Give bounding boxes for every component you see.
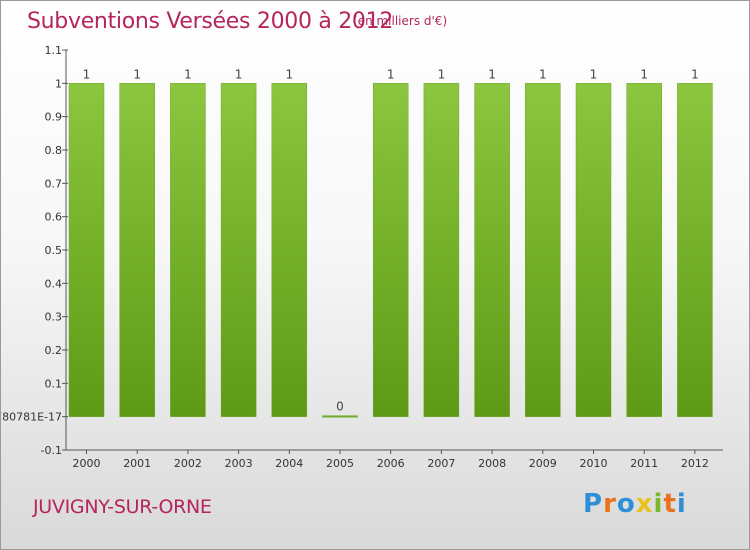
data-label-2004: 1 [285, 67, 293, 81]
data-label-2010: 1 [590, 67, 598, 81]
x-tick-label-2005: 2005 [326, 457, 354, 470]
x-tick-label-2009: 2009 [529, 457, 557, 470]
data-label-2005: 0 [336, 400, 344, 414]
bar-2009[interactable] [525, 83, 561, 417]
bar-2000[interactable] [68, 83, 105, 417]
data-label-2008: 1 [488, 67, 496, 81]
y-tick-label: 1.1 [45, 44, 63, 57]
logo-letter: t [663, 489, 677, 519]
data-label-2002: 1 [184, 67, 192, 81]
bar-2005[interactable] [322, 415, 358, 418]
x-tick-label-2007: 2007 [427, 457, 455, 470]
data-label-2006: 1 [387, 67, 395, 81]
y-tick-label: 0.2 [45, 344, 63, 357]
y-tick-label: 1.387778780781E-17 [1, 411, 62, 424]
bar-2002[interactable] [170, 83, 206, 417]
bar-2006[interactable] [372, 83, 409, 417]
x-tick-label-2002: 2002 [174, 457, 202, 470]
data-label-2012: 1 [691, 67, 699, 81]
logo-letter: x [635, 489, 654, 519]
bar-2004[interactable] [271, 83, 308, 417]
bar-2012[interactable] [677, 83, 713, 417]
data-label-2011: 1 [640, 67, 648, 81]
chart-title: Subventions Versées 2000 à 2012 [27, 9, 394, 34]
logo-letter: i [653, 489, 664, 519]
logo-letter: i [676, 489, 687, 519]
x-tick-label-2008: 2008 [478, 457, 506, 470]
y-tick-label: 0.3 [45, 311, 63, 324]
data-label-2000: 1 [83, 67, 91, 81]
x-tick-label-2012: 2012 [681, 457, 709, 470]
y-tick-label: -0.1 [41, 444, 62, 457]
chart-bars: 1 1 1 1 1 0 1 1 1 1 1 1 1 [68, 67, 713, 418]
y-tick-label: 1 [55, 77, 62, 90]
x-tick-label-2010: 2010 [580, 457, 608, 470]
x-tick-label-2006: 2006 [377, 457, 405, 470]
y-tick-label: 0.6 [45, 211, 63, 224]
y-tick-label: 0.1 [45, 377, 63, 390]
y-tick-label: 0.9 [45, 111, 63, 124]
logo-letter: r [603, 489, 617, 519]
x-tick-label-2000: 2000 [73, 457, 101, 470]
x-tick-label-2003: 2003 [225, 457, 253, 470]
bar-2011[interactable] [626, 83, 662, 417]
data-label-2009: 1 [539, 67, 547, 81]
bar-2008[interactable] [474, 83, 510, 417]
x-tick-label-2011: 2011 [630, 457, 658, 470]
logo-letter: o [616, 489, 636, 519]
bar-2007[interactable] [423, 83, 460, 417]
y-tick-label: 0.7 [45, 177, 63, 190]
logo-letter: P [583, 489, 604, 519]
data-label-2001: 1 [133, 67, 141, 81]
chart-subtitle: (en milliers d'€) [353, 14, 448, 28]
x-tick-label-2001: 2001 [123, 457, 151, 470]
data-label-2003: 1 [235, 67, 243, 81]
x-tick-label-2004: 2004 [275, 457, 303, 470]
y-tick-label: 0.4 [45, 277, 63, 290]
chart-axes: -0.1 1.387778780781E-17 0.1 0.2 0.3 0.4 0.5 0.6… [1, 44, 723, 470]
bar-2001[interactable] [119, 83, 155, 417]
data-label-2007: 1 [438, 67, 446, 81]
bar-2003[interactable] [220, 83, 257, 417]
proxiti-logo[interactable]: Proxiti [583, 489, 687, 519]
y-tick-label: 0.5 [45, 244, 63, 257]
y-tick-label: 0.8 [45, 144, 63, 157]
bar-2010[interactable] [575, 83, 612, 417]
commune-name: JUVIGNY-SUR-ORNE [33, 496, 212, 518]
